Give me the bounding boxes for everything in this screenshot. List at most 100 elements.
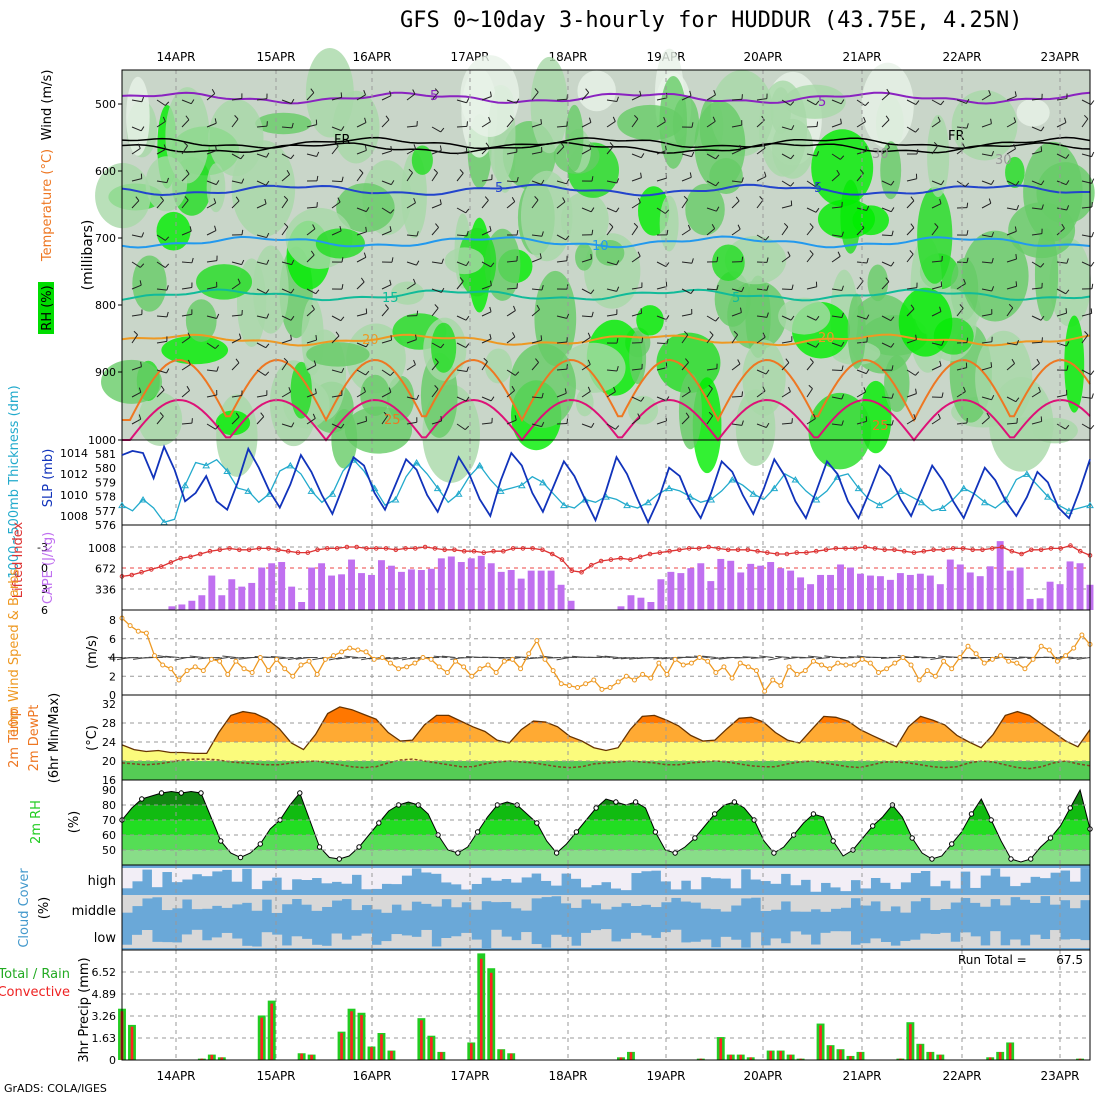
wind-barb [956,283,966,290]
wind-speed-point [477,666,483,672]
wind-barb-flag [235,412,240,418]
wind-barb [181,199,189,209]
wind-speed-point [908,662,914,668]
cape-bar [757,565,765,610]
rh-blob [216,394,258,477]
rh-band [122,835,1090,850]
wind-barb [756,423,767,428]
wind-barb-flag [260,412,265,417]
wind-barb-flag [759,196,764,201]
wind-barb [1006,180,1017,186]
thickness-point [517,481,526,489]
wind-barb [481,96,492,101]
wind-barb [631,417,641,425]
cloud-high-cell [1030,868,1041,877]
wind-barb-flag [665,396,670,402]
cloud-middle-cell [670,895,682,898]
wind-speed-point [1063,653,1069,659]
lifted-index-point [510,546,516,551]
cape-bar [807,584,815,610]
wind-barb-flag [511,385,515,391]
isotherm-line [121,136,1091,150]
wind-barb-flag [241,229,244,235]
wind-barb [731,423,742,426]
wind-barb-flag [1066,258,1069,264]
wind-barb [831,234,842,237]
cape-bar [477,555,485,610]
cloud-middle-cell [1050,895,1061,905]
wind-barb-flag [891,230,894,236]
cloud-middle-cell [990,895,1001,900]
wind-barb [706,153,716,160]
wind-barb-flag [541,231,544,237]
cloud-low-cell [970,936,981,948]
cloud-middle-cell [980,895,991,907]
cloud-low-cell [1030,934,1041,948]
yaxis-label: (millibars) [80,220,96,291]
cloud-low-cell [421,929,432,948]
wind-barb-flag [962,143,966,149]
wind-barb-flag [166,285,169,291]
cloud-high-cell [311,868,323,879]
wind-barb [156,340,167,344]
thickness-series-line [121,458,1091,523]
wind-barb-flag [159,412,164,417]
cloud-low-cell [241,945,253,948]
wind-speed-point [1054,658,1060,664]
precip-convective-bar [849,1056,852,1060]
surface-wind-barb [222,655,236,658]
precip-convective-bar [769,1051,772,1060]
surface-wind-barb [750,657,765,659]
wind-barb [681,334,689,344]
cape-bar [437,558,445,610]
rh-blob [898,287,953,357]
wind-speed-point [965,643,971,649]
temp-band-orange [122,723,1090,742]
wind-barb [606,391,616,398]
lifted-index-point [853,546,858,551]
rh-blob [711,244,745,282]
cloud-middle-cell [151,895,163,898]
cloud-high-cell [930,868,941,887]
rh-blob [927,114,950,198]
precip-convective-bar [509,1053,513,1060]
cloud-high-cell [670,868,682,890]
precip-convective-bar [819,1025,822,1060]
cape-bar [936,584,944,610]
wind-barb-flag [341,367,345,373]
cloud-high-cell [211,868,223,872]
wind-barb-flag [762,386,766,392]
wind-speed-point [265,668,271,674]
temp-tick-20: 20 [102,755,116,768]
wind-speed-point [453,658,459,664]
wind-barb [306,254,315,263]
wind-barb [881,92,890,101]
yaxis-tick-800: 800 [95,299,116,312]
cloud-middle-cell [960,895,971,898]
wind-speed-line [121,617,1091,693]
date-label-top-18APR: 18APR [548,50,587,64]
date-label-bottom-17APR: 17APR [450,1069,489,1083]
cloud-high-cell [191,868,203,875]
surface-wind-barb [457,657,472,659]
wind-barb [506,390,515,398]
wind-barb [456,280,464,290]
cloud-middle-cell [820,895,832,912]
wind-barb-flag [590,422,595,428]
wind-barb-flag [341,284,344,290]
wind-speed-point [599,686,605,692]
contour-label: FR [334,133,351,148]
lifted-index-point [246,547,252,553]
cloud-middle-cell [790,895,802,912]
yaxis-tick-900: 900 [95,366,116,379]
wind-barb [306,364,317,371]
cloud-high-cell [601,868,612,883]
contour-label: 5 [814,181,822,196]
slp-label: SLP (mb) [41,449,56,508]
wind-barb-flag [741,177,744,183]
rh-point [297,790,303,796]
wind-barb [1031,420,1042,425]
wind-barb [831,123,842,128]
